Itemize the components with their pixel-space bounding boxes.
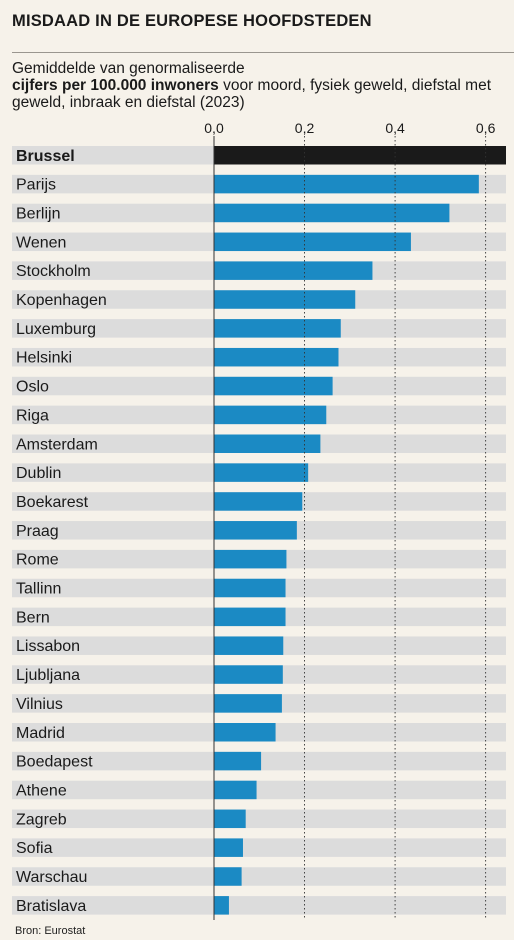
row-band <box>12 838 506 857</box>
x-tick-label: 0,2 <box>295 120 315 136</box>
category-label: Praag <box>16 523 59 540</box>
bar-riga <box>214 405 327 425</box>
category-label: Sofia <box>16 840 53 857</box>
category-label: Stockholm <box>16 263 91 280</box>
subtitle-text-post: voor moord, fysiek geweld, diefstal met … <box>12 77 492 111</box>
bar-sofia <box>214 838 243 857</box>
bar-berlijn <box>214 203 450 223</box>
category-label: Madrid <box>16 725 65 742</box>
bar-warschau <box>214 867 242 886</box>
category-label: Bern <box>16 609 50 626</box>
x-tick-label: 0,6 <box>476 120 496 136</box>
row-band <box>12 780 506 800</box>
row-band <box>12 896 506 915</box>
bar-rome <box>214 549 287 569</box>
category-label: Amsterdam <box>16 436 98 453</box>
bar-boekarest <box>214 492 303 511</box>
category-label: Athene <box>16 782 67 799</box>
bar-dublin <box>214 463 309 482</box>
bar-wenen <box>214 232 411 252</box>
category-label: Riga <box>16 407 49 424</box>
bar-kopenhagen <box>214 290 356 309</box>
category-label: Lissabon <box>16 638 80 655</box>
bar-vilnius <box>214 694 282 713</box>
bar-stockholm <box>214 261 373 280</box>
bar-ljubljana <box>214 665 283 684</box>
bars <box>214 146 506 915</box>
category-labels: Brussel Parijs Berlijn Wenen Stockholm Kopenh… <box>16 148 107 915</box>
bar-brussel <box>214 146 506 165</box>
category-label: Berlijn <box>16 205 60 222</box>
category-label: Vilnius <box>16 696 63 713</box>
category-label: Helsinki <box>16 350 72 367</box>
category-label: Wenen <box>16 234 66 251</box>
x-tick-label: 0,0 <box>204 120 224 136</box>
category-label: Kopenhagen <box>16 292 107 309</box>
gridlines <box>213 136 487 920</box>
bar-luxemburg <box>214 319 341 338</box>
bar-zagreb <box>214 809 246 829</box>
chart-title: MISDAAD IN DE EUROPESE HOOFDSTEDEN <box>12 12 372 30</box>
category-label: Brussel <box>16 148 75 165</box>
category-label: Boedapest <box>16 754 93 771</box>
category-label: Dublin <box>16 465 61 482</box>
x-tick-label: 0,4 <box>385 120 405 136</box>
category-label: Zagreb <box>16 811 67 828</box>
bar-athene <box>214 780 257 800</box>
bar-parijs <box>214 174 479 194</box>
bar-amsterdam <box>214 434 321 453</box>
bar-tallinn <box>214 578 286 598</box>
category-label: Oslo <box>16 379 49 396</box>
source-note: Bron: Eurostat <box>15 925 86 937</box>
category-label: Warschau <box>16 869 87 886</box>
category-label: Tallinn <box>16 581 61 598</box>
bar-bratislava <box>214 896 229 915</box>
bar-praag <box>214 521 297 540</box>
subtitle-text-pre: Gemiddelde van genormaliseerde <box>12 60 245 77</box>
bar-helsinki <box>214 347 339 367</box>
row-band <box>12 809 506 829</box>
bar-chart: Brussel Parijs Berlijn Wenen Stockholm Kopenh… <box>12 120 506 920</box>
category-label: Boekarest <box>16 494 89 511</box>
bar-boedapest <box>214 751 262 771</box>
bar-oslo <box>214 376 333 396</box>
title-divider <box>12 52 514 53</box>
category-label: Parijs <box>16 177 56 194</box>
category-label: Rome <box>16 552 59 569</box>
bar-madrid <box>214 723 276 742</box>
x-axis-ticks: 0,0 0,2 0,4 0,6 <box>204 120 495 136</box>
bar-lissabon <box>214 636 284 655</box>
bar-bern <box>214 607 286 627</box>
category-label: Bratislava <box>16 898 86 915</box>
row-band <box>12 867 506 886</box>
chart-subtitle: Gemiddelde van genormaliseerde cijfers pe… <box>12 60 508 111</box>
category-label: Luxemburg <box>16 321 96 338</box>
category-label: Ljubljana <box>16 667 80 684</box>
subtitle-text-bold: cijfers per 100.000 inwoners <box>12 77 219 94</box>
